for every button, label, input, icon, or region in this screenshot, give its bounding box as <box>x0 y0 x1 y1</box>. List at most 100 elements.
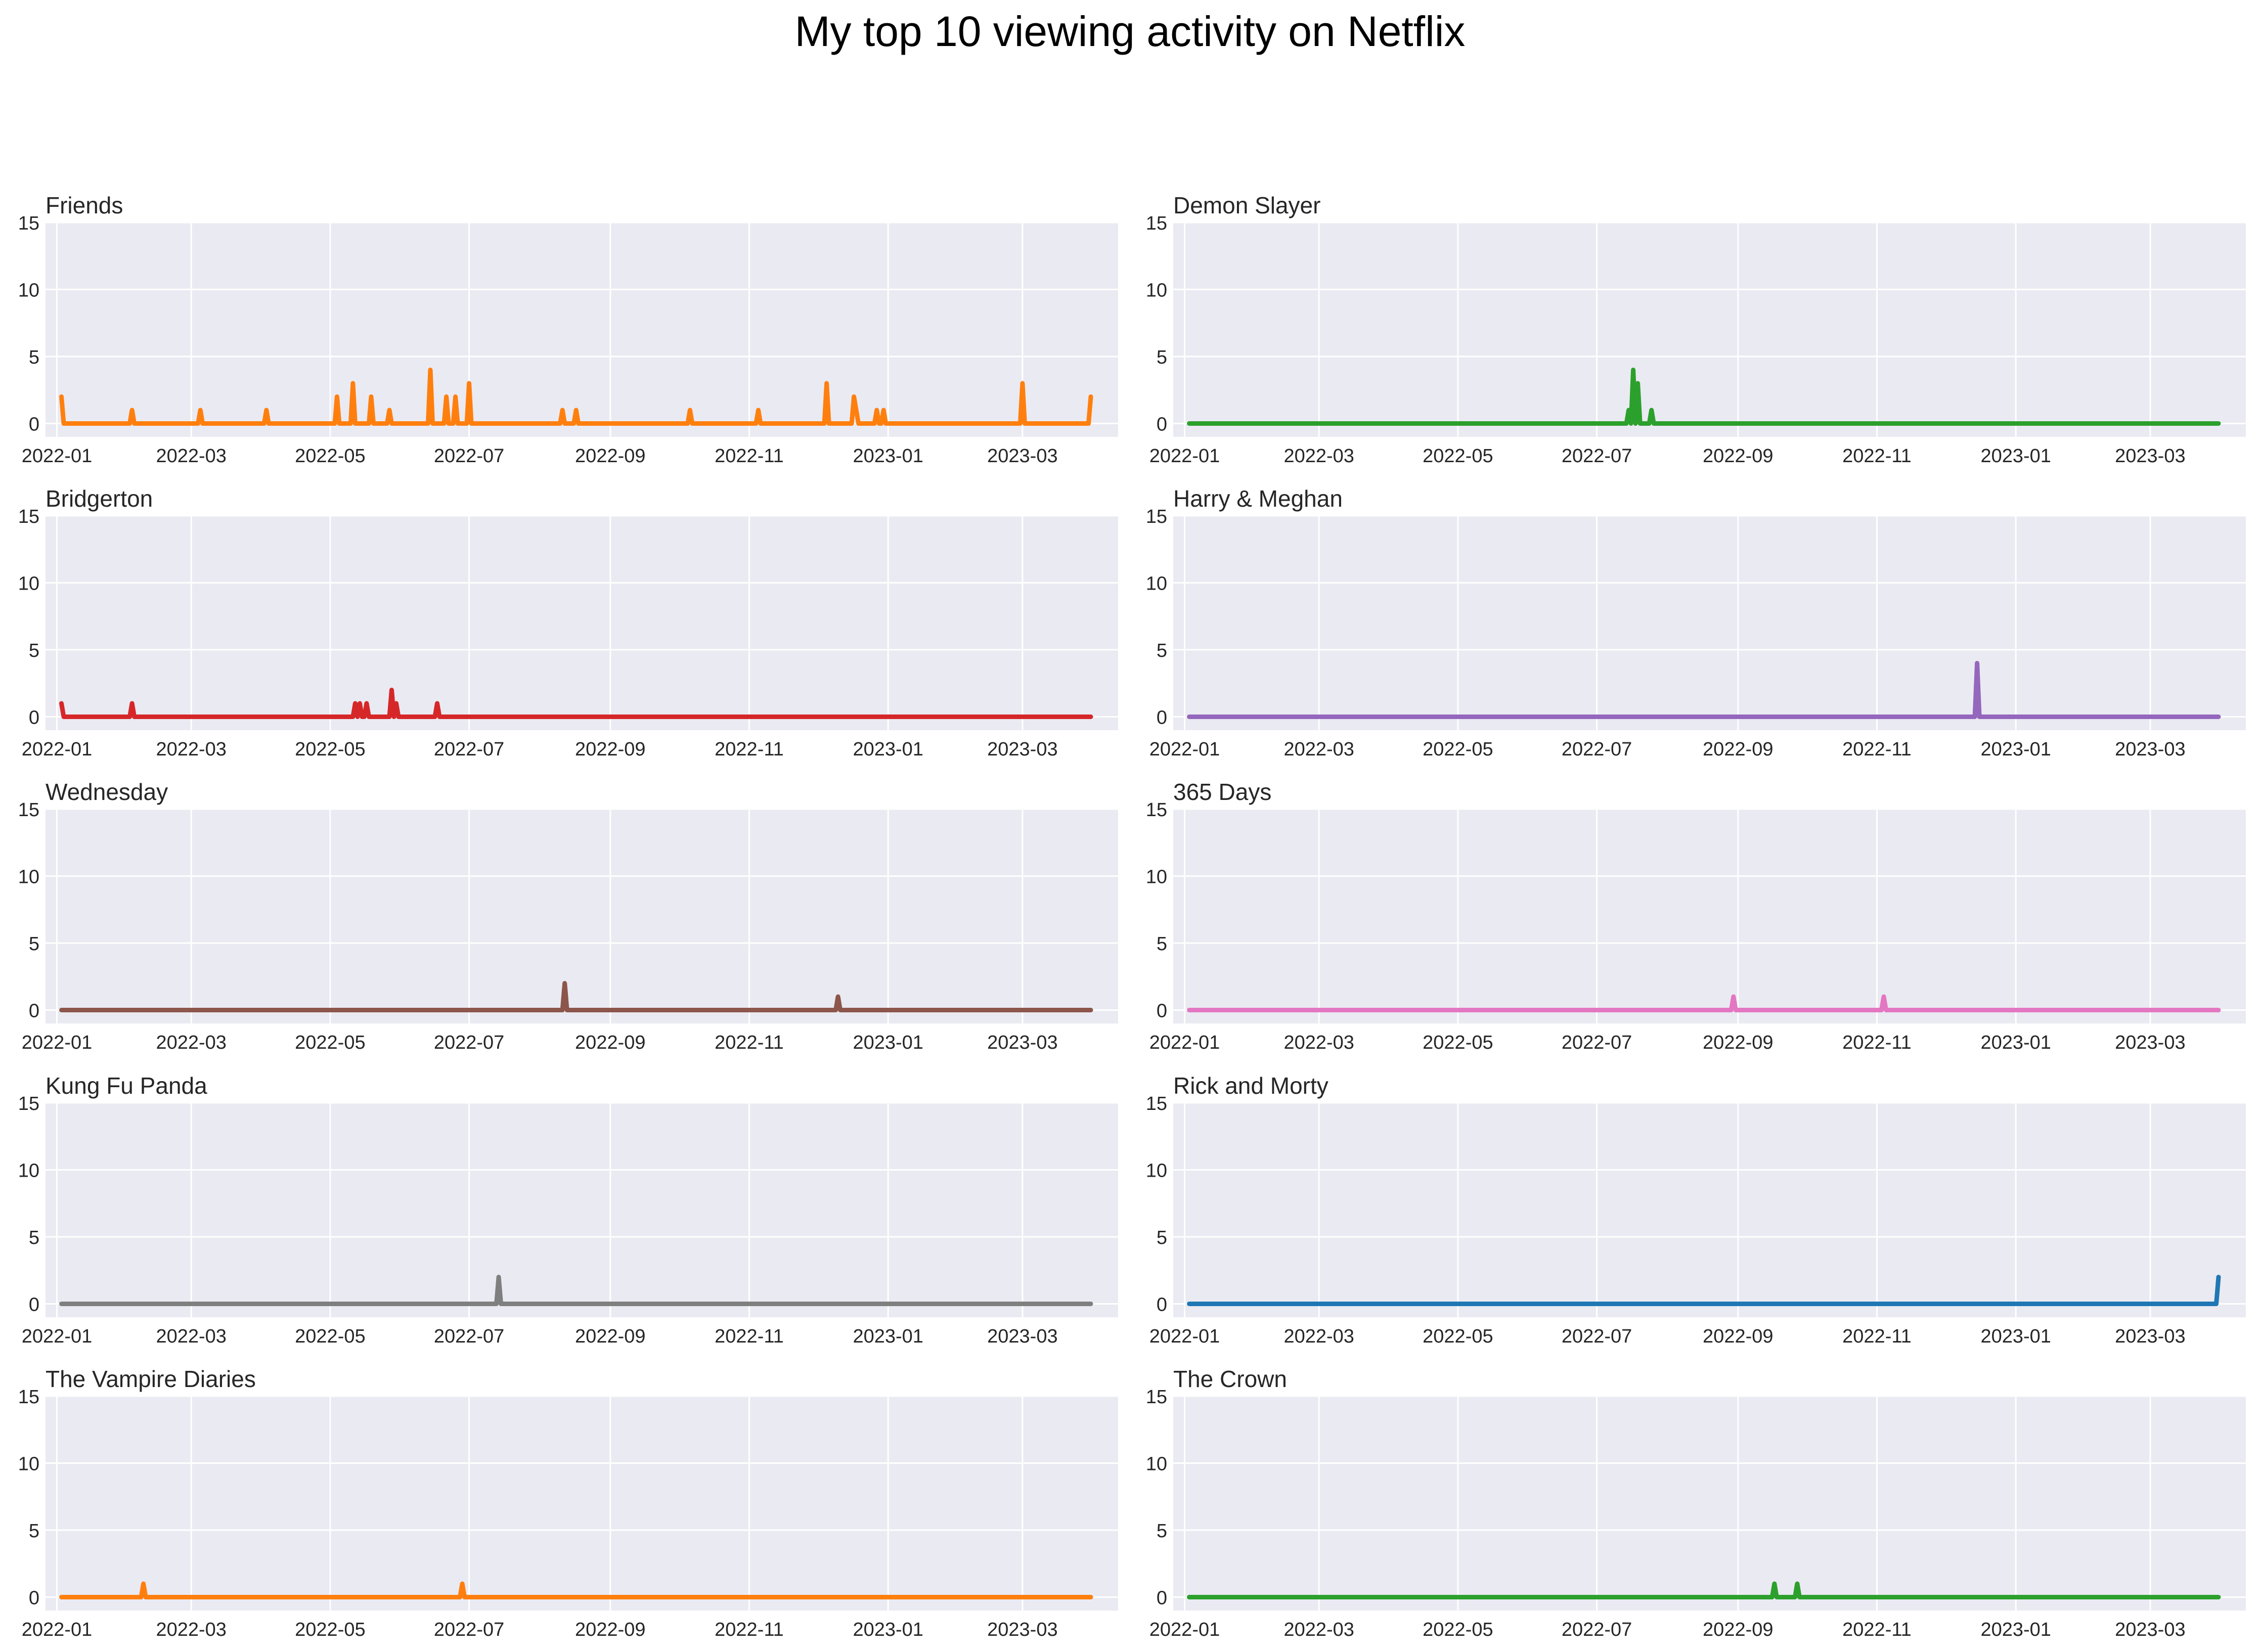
x-tick-label: 2022-01 <box>22 445 92 467</box>
x-tick-label: 2023-03 <box>987 1619 1057 1640</box>
data-point <box>444 394 449 399</box>
x-tick-label: 2023-01 <box>853 1326 923 1347</box>
x-tick-label: 2022-09 <box>1703 1032 1773 1053</box>
x-tick-label: 2023-03 <box>2115 1619 2185 1640</box>
data-point <box>1088 394 1093 399</box>
x-tick-label: 2022-01 <box>22 739 92 760</box>
y-tick-label: 5 <box>29 1521 39 1542</box>
x-tick-label: 2022-09 <box>1703 739 1773 760</box>
subplot-the-crown: 0 5 10 15 2022-01 2022-03 2022-05 2022-07 2022-0… <box>1146 1366 2246 1640</box>
x-tick-label: 2022-05 <box>295 1032 365 1053</box>
x-tick-label: 2023-01 <box>1980 445 2051 467</box>
data-point <box>1731 995 1736 999</box>
subplot-rick-and-morty: 0 5 10 15 2022-01 2022-03 2022-05 2022-07 2022-0… <box>1146 1073 2246 1347</box>
data-point <box>1626 408 1631 412</box>
x-tick-label: 2022-07 <box>434 1032 504 1053</box>
data-point <box>264 408 269 412</box>
x-tick-label: 2022-03 <box>156 1326 226 1347</box>
y-tick-label: 5 <box>29 1227 39 1248</box>
y-tick-label: 0 <box>1157 1294 1167 1316</box>
x-tick-label: 2022-05 <box>1423 445 1493 467</box>
subplot-title: Demon Slayer <box>1173 192 1320 218</box>
subplot-friends: 0 5 10 15 2022-01 2022-03 2022-05 2022-07 2022-0… <box>18 192 1118 467</box>
plot-area <box>46 809 1118 1023</box>
subplot-harry-meghan: 0 5 10 15 2022-01 2022-03 2022-05 2022-07 2022-0… <box>1146 485 2246 760</box>
series-line <box>59 1581 1093 1599</box>
x-tick-label: 2023-01 <box>1980 1326 2051 1347</box>
x-tick-label: 2023-03 <box>2115 1326 2185 1347</box>
x-tick-label: 2022-05 <box>1423 1032 1493 1053</box>
plot-area <box>1173 1103 2246 1317</box>
y-tick-label: 0 <box>29 1001 39 1022</box>
x-tick-label: 2022-03 <box>1283 739 1354 760</box>
x-tick-label: 2022-11 <box>1842 1326 1912 1347</box>
x-tick-label: 2022-03 <box>156 445 226 467</box>
x-tick-label: 2023-03 <box>2115 739 2185 760</box>
series-line <box>1187 1275 2221 1306</box>
series-line <box>59 688 1093 719</box>
x-tick-label: 2022-03 <box>156 1619 226 1640</box>
data-point <box>364 701 369 705</box>
y-tick-label: 5 <box>1157 933 1167 955</box>
data-point <box>1772 1582 1777 1586</box>
x-tick-label: 2023-03 <box>987 1326 1057 1347</box>
x-tick-label: 2022-03 <box>156 1032 226 1053</box>
data-point <box>497 1275 501 1279</box>
x-tick-label: 2022-07 <box>434 739 504 760</box>
y-tick-label: 15 <box>18 1093 39 1114</box>
data-point <box>453 394 458 399</box>
y-tick-label: 15 <box>1146 799 1167 821</box>
subplot-365-days: 0 5 10 15 2022-01 2022-03 2022-05 2022-07 2022-0… <box>1146 779 2246 1053</box>
x-tick-label: 2022-09 <box>575 445 645 467</box>
y-tick-label: 5 <box>1157 347 1167 368</box>
y-tick-label: 10 <box>1146 1160 1167 1182</box>
data-point <box>130 408 135 412</box>
data-point <box>1631 368 1635 372</box>
x-tick-label: 2022-11 <box>1842 1032 1912 1053</box>
data-point <box>435 701 439 705</box>
plot-area <box>1173 222 2246 437</box>
data-point <box>353 701 358 705</box>
x-tick-label: 2022-05 <box>295 1619 365 1640</box>
x-tick-label: 2022-11 <box>1842 445 1912 467</box>
x-tick-label: 2022-05 <box>1423 1619 1493 1640</box>
subplot-title: Wednesday <box>46 779 168 805</box>
subplot-title: Kung Fu Panda <box>46 1073 207 1099</box>
x-tick-label: 2022-11 <box>1842 1619 1912 1640</box>
x-tick-label: 2022-01 <box>1149 1619 1220 1640</box>
x-tick-label: 2022-07 <box>434 1326 504 1347</box>
data-point <box>1881 995 1886 999</box>
data-point <box>2216 1275 2221 1279</box>
x-tick-label: 2022-11 <box>715 1032 784 1053</box>
plot-area <box>1173 516 2246 730</box>
x-tick-label: 2022-03 <box>156 739 226 760</box>
data-point <box>1649 408 1654 412</box>
data-point <box>854 408 859 412</box>
series-line <box>59 1275 1093 1306</box>
series-line <box>1187 1581 2221 1599</box>
data-point <box>350 381 355 385</box>
y-tick-label: 5 <box>29 640 39 661</box>
x-tick-label: 2022-11 <box>715 445 784 467</box>
y-tick-label: 15 <box>18 506 39 527</box>
x-tick-label: 2023-01 <box>1980 739 2051 760</box>
y-tick-label: 15 <box>1146 213 1167 234</box>
y-tick-label: 10 <box>1146 1454 1167 1475</box>
data-point <box>358 701 362 705</box>
x-tick-label: 2022-09 <box>575 1326 645 1347</box>
data-point <box>1975 661 1979 665</box>
data-point <box>836 995 840 999</box>
data-point <box>130 701 135 705</box>
y-tick-label: 10 <box>1146 867 1167 888</box>
x-tick-label: 2022-03 <box>1283 445 1354 467</box>
y-tick-label: 0 <box>1157 707 1167 729</box>
x-tick-label: 2023-03 <box>987 1032 1057 1053</box>
data-point <box>428 368 433 372</box>
y-tick-label: 15 <box>18 213 39 234</box>
subplot-demon-slayer: 0 5 10 15 2022-01 2022-03 2022-05 2022-07 2022-0… <box>1146 192 2246 467</box>
y-tick-label: 10 <box>18 573 39 595</box>
x-tick-label: 2022-09 <box>1703 445 1773 467</box>
data-point <box>335 394 339 399</box>
data-point <box>141 1582 146 1586</box>
